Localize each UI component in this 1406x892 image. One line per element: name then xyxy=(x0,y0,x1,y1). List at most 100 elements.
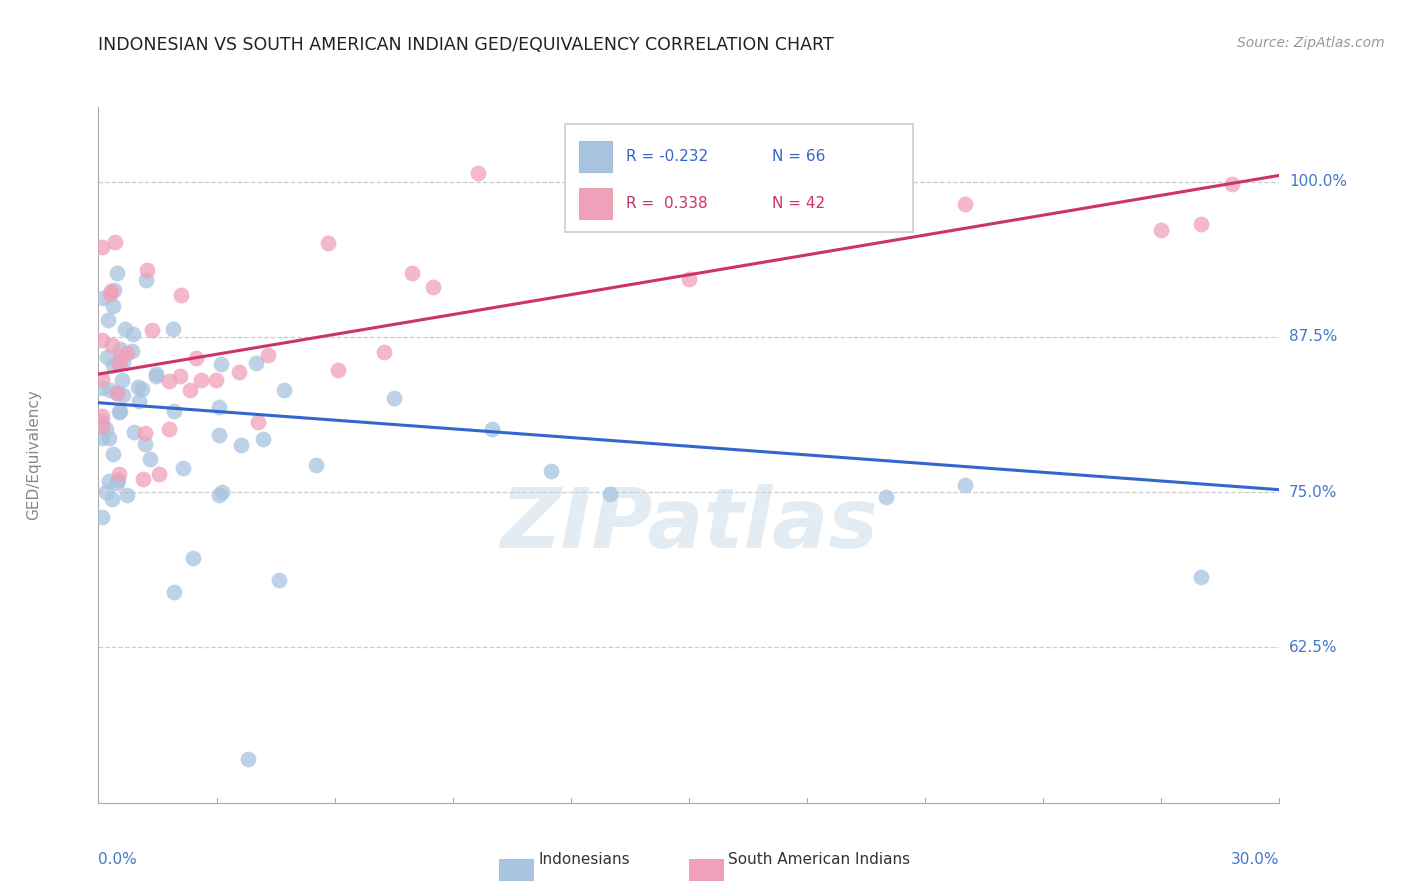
Text: 100.0%: 100.0% xyxy=(1289,174,1347,189)
Point xyxy=(269,573,291,587)
Point xyxy=(105,476,128,491)
Point xyxy=(91,291,114,305)
Point xyxy=(208,488,231,502)
Text: 62.5%: 62.5% xyxy=(1289,640,1337,655)
Point xyxy=(145,368,167,383)
Point xyxy=(132,472,155,486)
Point xyxy=(236,752,259,766)
Text: INDONESIAN VS SOUTH AMERICAN INDIAN GED/EQUIVALENCY CORRELATION CHART: INDONESIAN VS SOUTH AMERICAN INDIAN GED/… xyxy=(98,36,834,54)
Point xyxy=(796,209,818,223)
Text: 0.0%: 0.0% xyxy=(98,852,138,866)
Point xyxy=(107,467,129,482)
Point xyxy=(110,404,132,418)
Point xyxy=(382,392,405,406)
Point xyxy=(111,373,134,387)
Point xyxy=(98,474,121,488)
Point xyxy=(875,490,897,504)
Point xyxy=(181,550,204,565)
Point xyxy=(107,266,129,280)
Point xyxy=(104,235,127,249)
Point xyxy=(163,404,186,418)
Point xyxy=(91,409,114,423)
Point xyxy=(97,312,120,326)
Point xyxy=(101,299,124,313)
Point xyxy=(163,585,186,599)
Point xyxy=(169,369,191,384)
Point xyxy=(157,374,180,388)
Point xyxy=(162,322,184,336)
Point xyxy=(186,351,208,365)
Point xyxy=(245,356,267,370)
Point xyxy=(111,388,134,402)
Point xyxy=(373,345,395,359)
Point xyxy=(467,165,489,179)
Point xyxy=(172,460,194,475)
Point xyxy=(121,343,143,358)
Point xyxy=(305,458,328,472)
Point xyxy=(953,477,976,491)
Text: N = 66: N = 66 xyxy=(772,149,825,164)
Point xyxy=(96,350,118,364)
Point xyxy=(107,473,129,487)
Point xyxy=(134,436,156,450)
Text: GED/Equivalency: GED/Equivalency xyxy=(25,390,41,520)
Text: N = 42: N = 42 xyxy=(772,196,825,211)
Bar xyxy=(579,188,612,219)
Point xyxy=(540,465,562,479)
Point xyxy=(190,373,212,387)
Point xyxy=(114,321,136,335)
Point xyxy=(101,447,124,461)
Point xyxy=(257,349,280,363)
Point xyxy=(91,381,114,395)
Point xyxy=(481,422,503,436)
Point xyxy=(131,382,153,396)
Text: R = -0.232: R = -0.232 xyxy=(626,149,709,164)
Point xyxy=(108,354,131,368)
Point xyxy=(110,349,132,363)
Point xyxy=(127,380,149,394)
Point xyxy=(100,284,122,298)
Point xyxy=(141,323,163,337)
Point xyxy=(229,438,252,452)
Point xyxy=(211,485,233,500)
Point xyxy=(101,491,124,506)
Point xyxy=(122,327,145,342)
Point xyxy=(91,413,114,427)
Point xyxy=(159,422,181,436)
Point xyxy=(316,236,339,251)
Point xyxy=(179,383,201,397)
Point xyxy=(1189,570,1212,584)
Point xyxy=(94,422,117,436)
Point xyxy=(91,333,114,347)
Point xyxy=(599,486,621,500)
Point xyxy=(273,384,295,398)
Point xyxy=(91,372,114,386)
Point xyxy=(169,288,191,302)
Point xyxy=(326,363,349,377)
Point xyxy=(117,488,139,502)
Point xyxy=(207,428,229,442)
Point xyxy=(228,365,250,379)
Text: Indonesians: Indonesians xyxy=(538,852,630,867)
Point xyxy=(1189,218,1212,232)
Point xyxy=(134,426,156,441)
Point xyxy=(107,356,129,370)
Point xyxy=(97,431,120,445)
Point xyxy=(246,415,269,429)
Point xyxy=(678,271,700,285)
Point xyxy=(94,484,117,499)
Point xyxy=(252,432,274,446)
Point xyxy=(208,401,231,415)
Point xyxy=(128,393,150,408)
Point xyxy=(135,273,157,287)
Point xyxy=(91,418,114,433)
Point xyxy=(103,283,125,297)
Point xyxy=(209,357,232,371)
Point xyxy=(91,431,114,445)
Point xyxy=(91,509,114,524)
Text: ZIPatlas: ZIPatlas xyxy=(501,484,877,565)
Text: 75.0%: 75.0% xyxy=(1289,484,1337,500)
Point xyxy=(101,337,124,351)
Text: 87.5%: 87.5% xyxy=(1289,329,1337,344)
Point xyxy=(101,358,124,372)
